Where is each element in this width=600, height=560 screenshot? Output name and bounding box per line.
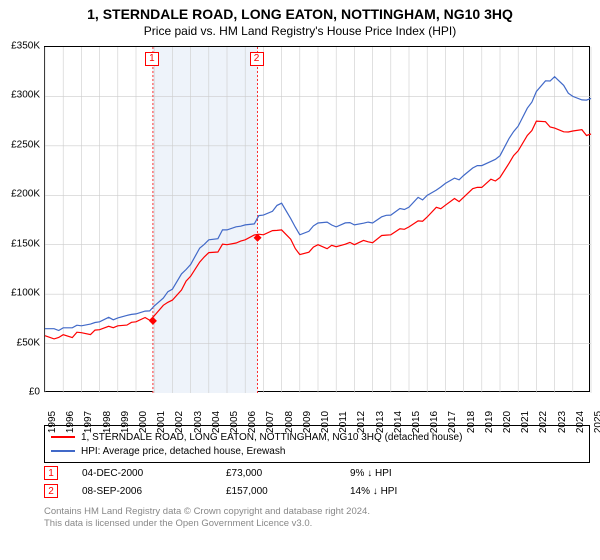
y-tick-label: £0 [0,387,40,398]
marker-row: 1 04-DEC-2000 £73,000 9% ↓ HPI [44,464,590,482]
legend-item: HPI: Average price, detached house, Erew… [51,444,583,458]
legend-swatch [51,450,75,452]
y-tick-label: £150K [0,238,40,249]
marker-delta: 9% ↓ HPI [350,468,392,479]
y-tick-label: £200K [0,189,40,200]
legend-label: 1, STERNDALE ROAD, LONG EATON, NOTTINGHA… [81,432,462,443]
shaded-region [152,47,258,393]
y-tick-label: £250K [0,139,40,150]
marker-price: £73,000 [226,468,326,479]
legend-swatch [51,436,75,438]
footer-attribution: Contains HM Land Registry data © Crown c… [44,506,370,531]
chart-subtitle: Price paid vs. HM Land Registry's House … [0,22,600,38]
legend-label: HPI: Average price, detached house, Erew… [81,446,285,457]
footer-line: This data is licensed under the Open Gov… [44,518,370,530]
marker-row: 2 08-SEP-2006 £157,000 14% ↓ HPI [44,482,590,500]
chart-title: 1, STERNDALE ROAD, LONG EATON, NOTTINGHA… [0,0,600,22]
marker-date: 04-DEC-2000 [82,468,202,479]
chart-svg [45,47,589,391]
y-tick-label: £50K [0,337,40,348]
x-tick-label: 2025 [593,411,600,433]
in-plot-marker-badge: 2 [250,52,264,66]
y-tick-label: £100K [0,288,40,299]
legend-item: 1, STERNDALE ROAD, LONG EATON, NOTTINGHA… [51,430,583,444]
marker-badge: 2 [44,484,58,498]
marker-delta: 14% ↓ HPI [350,486,397,497]
marker-price: £157,000 [226,486,326,497]
y-tick-label: £300K [0,90,40,101]
marker-table: 1 04-DEC-2000 £73,000 9% ↓ HPI 2 08-SEP-… [44,464,590,500]
footer-line: Contains HM Land Registry data © Crown c… [44,506,370,518]
in-plot-marker-badge: 1 [145,52,159,66]
marker-badge: 1 [44,466,58,480]
legend: 1, STERNDALE ROAD, LONG EATON, NOTTINGHA… [44,425,590,463]
marker-date: 08-SEP-2006 [82,486,202,497]
y-tick-label: £350K [0,41,40,52]
plot-area [44,46,590,392]
